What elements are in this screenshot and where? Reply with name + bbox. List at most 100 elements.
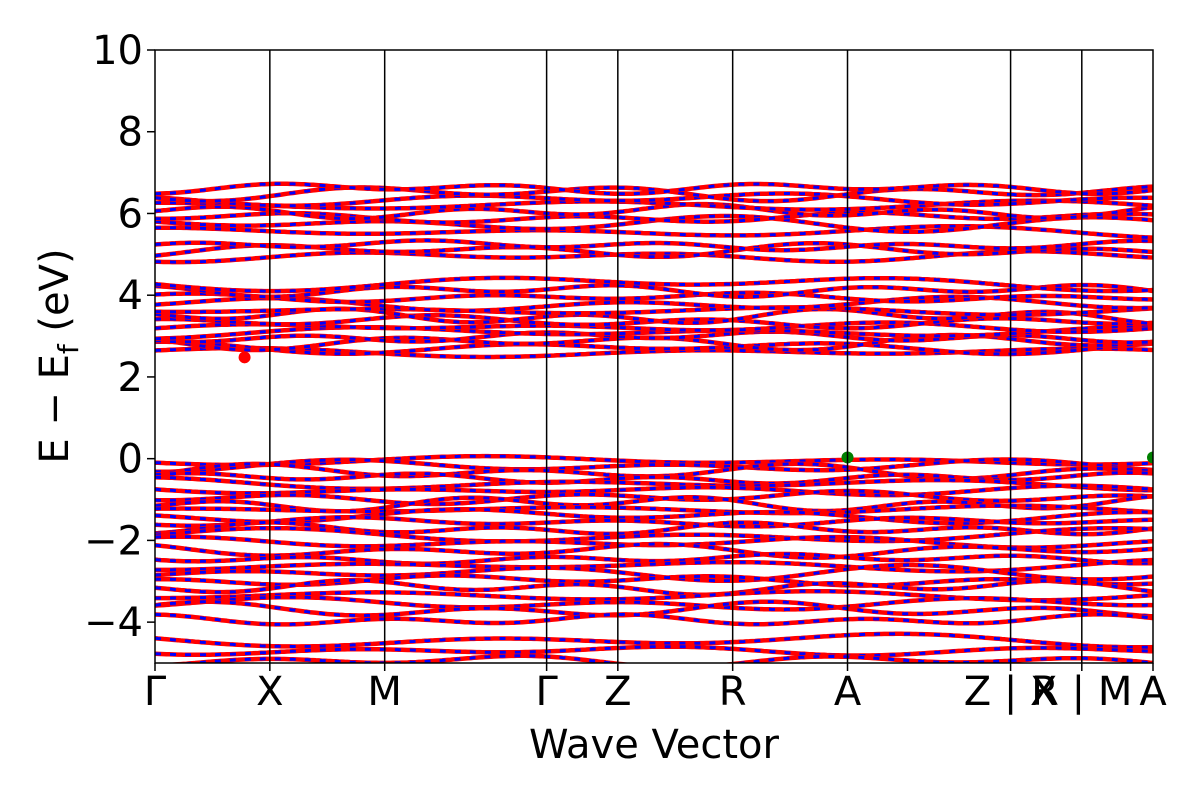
conduction-band-line-dashed	[1081, 312, 1153, 326]
valence-band-line	[155, 488, 1011, 507]
band-markers	[238, 351, 1153, 464]
valence-band-line-dashed	[1081, 547, 1153, 554]
valence-band-line-dashed	[1081, 575, 1153, 581]
valence-band-line-dashed	[1010, 458, 1082, 466]
conduction-band-line-dashed	[1010, 328, 1082, 334]
valence-band-line-dashed	[1081, 602, 1153, 607]
conduction-band-line-dashed	[1081, 200, 1153, 208]
valence-band-line-dashed	[1081, 580, 1153, 593]
valence-band-line-dashed	[1081, 612, 1153, 620]
conduction-band-line-dashed	[1081, 304, 1153, 310]
valence-band-line-dashed	[1081, 467, 1153, 473]
conduction-band-line-dashed	[1010, 333, 1082, 342]
band-extremum-marker	[238, 351, 251, 364]
valence-band-line	[155, 612, 1011, 627]
conduction-band-line	[155, 312, 1011, 331]
conduction-band-line-dashed	[1010, 317, 1082, 324]
y-tick-label: 0	[118, 437, 143, 483]
valence-band-line-dashed	[1010, 547, 1082, 554]
band-lines	[155, 181, 1153, 663]
y-axis-title: E − Ef (eV)	[32, 248, 85, 463]
valence-band-line-dashed	[1010, 484, 1082, 490]
conduction-band-line	[155, 290, 1011, 305]
conduction-band-line-dashed	[1081, 295, 1153, 301]
valence-band-line	[155, 541, 1011, 560]
conduction-band-line	[155, 283, 1011, 300]
conduction-band-line-dashed	[1010, 297, 1082, 308]
y-tick-label: −4	[84, 600, 143, 646]
valence-band-line	[155, 485, 1011, 498]
conduction-band-line-dashed	[1081, 326, 1153, 334]
conduction-band-line	[155, 324, 1011, 341]
conduction-band-line-dashed	[1010, 347, 1082, 352]
conduction-band-line-dashed	[1081, 215, 1153, 222]
conduction-band-line-dashed	[1081, 247, 1153, 254]
x-tick-label: X	[256, 669, 283, 715]
x-tick-label: R | M	[1031, 669, 1132, 715]
y-tick-label: 4	[118, 273, 143, 319]
conduction-band-line-dashed	[1081, 338, 1153, 344]
valence-band-line-dashed	[1081, 539, 1153, 548]
valence-band-line-dashed	[1081, 526, 1153, 536]
valence-band-line-dashed	[1081, 581, 1153, 586]
valence-band-line-dashed	[1081, 494, 1153, 508]
valence-band-line-dashed	[1010, 467, 1082, 477]
valence-band-line	[155, 461, 1011, 482]
valence-band-line-dashed	[1010, 461, 1082, 466]
valence-band-line	[155, 588, 1011, 603]
x-tick-label: A	[834, 669, 862, 715]
valence-band-line	[155, 644, 1011, 658]
conduction-band-line-dashed	[1081, 188, 1153, 196]
valence-band-line	[155, 515, 1011, 529]
valence-band-line-dashed	[1010, 473, 1082, 482]
conduction-band-line-dashed	[1081, 283, 1153, 293]
valence-band-line	[155, 577, 1011, 597]
conduction-band-line-dashed	[1010, 247, 1082, 254]
x-tick-label: Z | X	[964, 669, 1058, 715]
valence-band-line-dashed	[1081, 510, 1153, 516]
valence-band-line	[155, 503, 1011, 516]
conduction-band-line-dashed	[1010, 310, 1082, 316]
x-tick-label: Z	[604, 669, 631, 715]
conduction-band-line	[155, 249, 1011, 265]
y-tick-label: −2	[84, 518, 143, 564]
high-symmetry-lines	[269, 50, 1083, 663]
conduction-band-line	[155, 191, 1011, 208]
conduction-band-line-dashed	[1081, 251, 1153, 259]
x-axis-title: Wave Vector	[529, 722, 780, 768]
valence-band-line-dashed	[1081, 647, 1153, 653]
valence-band-line	[155, 520, 1011, 537]
conduction-band-line-dashed	[1010, 197, 1082, 206]
conduction-band-line-dashed	[1010, 284, 1082, 292]
conduction-band-line-dashed	[1010, 348, 1082, 356]
valence-band-line-dashed	[1010, 504, 1082, 510]
valence-band-line	[155, 534, 1011, 550]
valence-band-line-dashed	[1010, 572, 1082, 581]
y-tick-label: 6	[118, 191, 143, 237]
conduction-band-line-dashed	[1010, 294, 1082, 299]
valence-band-line	[155, 631, 1011, 649]
valence-band-line	[164, 653, 1011, 663]
x-tick-label: Γ	[144, 669, 167, 715]
conduction-band-line	[155, 332, 1011, 353]
valence-band-line-dashed	[1081, 484, 1153, 491]
valence-band-line-dashed	[1081, 494, 1153, 499]
conduction-band-line	[155, 275, 1011, 294]
valence-band-line-dashed	[1010, 656, 1082, 663]
x-tick-label: M	[367, 669, 402, 715]
y-axis-ticks: 10 8 6 4 2 0 −2 −4	[84, 28, 155, 646]
valence-band-line-dashed	[1081, 518, 1153, 524]
valence-band-line-dashed	[1081, 485, 1153, 492]
valence-band-line-dashed	[1081, 526, 1153, 531]
valence-band-line-dashed	[1010, 527, 1082, 536]
conduction-band-line-dashed	[1081, 347, 1153, 352]
conduction-band-line-dashed	[1081, 185, 1153, 195]
conduction-band-line	[155, 185, 1011, 204]
conduction-band-line-dashed	[1081, 288, 1153, 293]
valence-band-line	[155, 551, 1011, 566]
valence-band-line-dashed	[1010, 554, 1082, 562]
valence-band-line-dashed	[1010, 512, 1082, 523]
valence-band-line-dashed	[1010, 613, 1082, 623]
